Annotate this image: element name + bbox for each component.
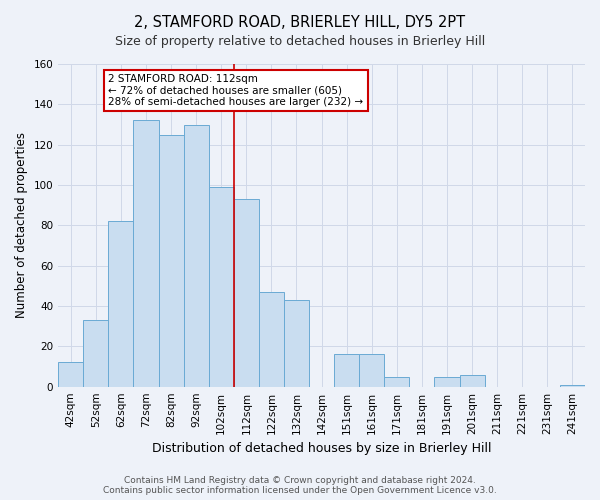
Bar xyxy=(158,134,184,386)
Bar xyxy=(184,124,209,386)
Y-axis label: Number of detached properties: Number of detached properties xyxy=(15,132,28,318)
Bar xyxy=(109,222,133,386)
Bar xyxy=(560,384,585,386)
Bar xyxy=(359,354,385,386)
Text: 2, STAMFORD ROAD, BRIERLEY HILL, DY5 2PT: 2, STAMFORD ROAD, BRIERLEY HILL, DY5 2PT xyxy=(134,15,466,30)
Text: Size of property relative to detached houses in Brierley Hill: Size of property relative to detached ho… xyxy=(115,35,485,48)
Bar xyxy=(284,300,309,386)
Bar xyxy=(209,187,234,386)
Bar xyxy=(434,376,460,386)
Bar xyxy=(385,376,409,386)
Bar xyxy=(334,354,359,386)
Bar xyxy=(259,292,284,386)
Bar xyxy=(133,120,158,386)
X-axis label: Distribution of detached houses by size in Brierley Hill: Distribution of detached houses by size … xyxy=(152,442,491,455)
Bar xyxy=(234,199,259,386)
Bar xyxy=(83,320,109,386)
Text: Contains HM Land Registry data © Crown copyright and database right 2024.
Contai: Contains HM Land Registry data © Crown c… xyxy=(103,476,497,495)
Bar xyxy=(58,362,83,386)
Bar xyxy=(460,374,485,386)
Text: 2 STAMFORD ROAD: 112sqm
← 72% of detached houses are smaller (605)
28% of semi-d: 2 STAMFORD ROAD: 112sqm ← 72% of detache… xyxy=(109,74,364,108)
